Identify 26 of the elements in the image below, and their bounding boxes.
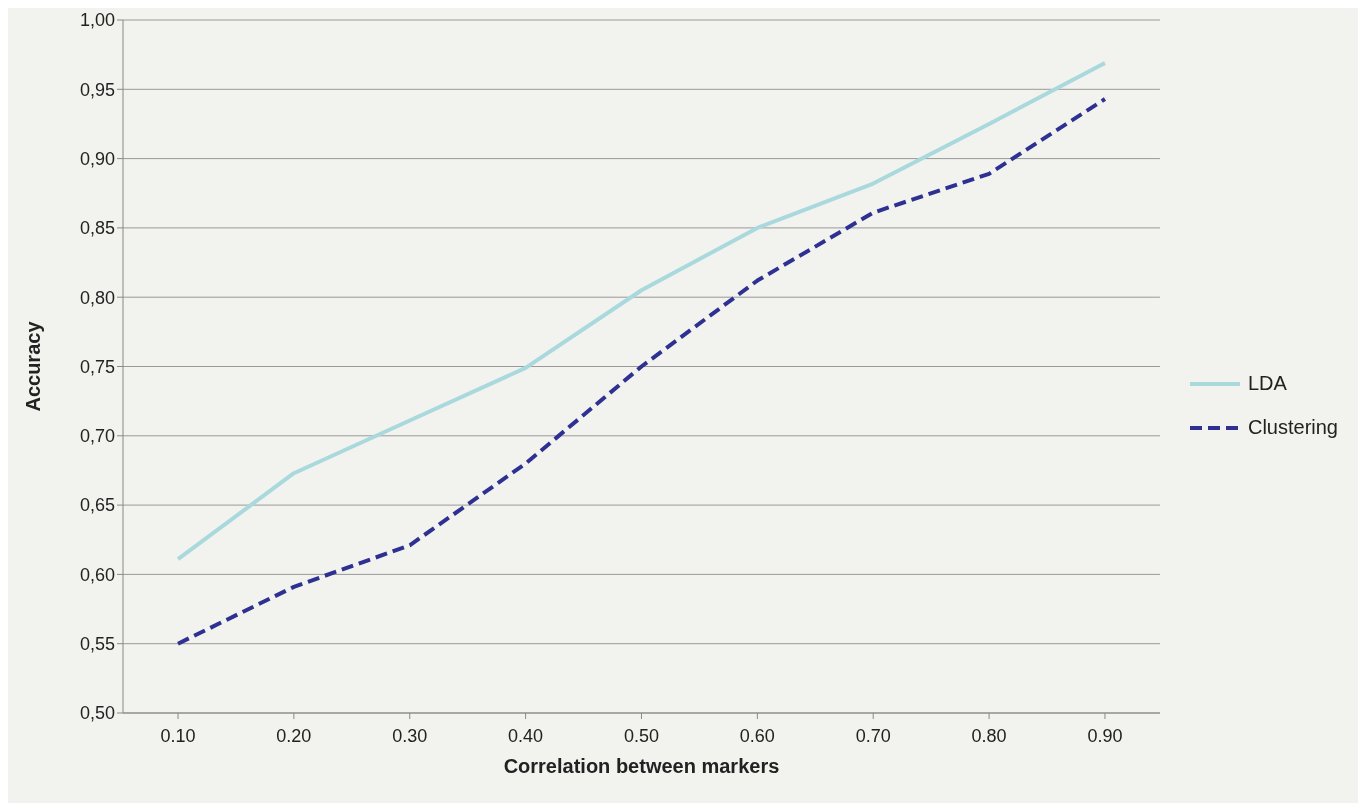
line-series bbox=[176, 60, 1107, 562]
y-tick-label: 0,65 bbox=[79, 495, 115, 516]
y-tick-label: 0,70 bbox=[79, 426, 115, 447]
x-tick-label: 0.30 bbox=[392, 725, 428, 746]
x-tick-label: 0.90 bbox=[1087, 725, 1123, 746]
y-tick-label: 0,55 bbox=[79, 634, 115, 655]
legend-label: LDA bbox=[1247, 372, 1287, 395]
y-tick-label: 0,80 bbox=[79, 287, 115, 308]
x-tick-label: 0.70 bbox=[855, 725, 891, 746]
y-tick-label: 0,85 bbox=[79, 218, 115, 239]
y-tick-label: 0,50 bbox=[79, 703, 115, 724]
x-tick-label: 0.60 bbox=[739, 725, 775, 746]
x-tick-label: 0.50 bbox=[623, 725, 659, 746]
x-axis-title: Correlation between markers bbox=[503, 755, 780, 777]
legend-label: Clustering bbox=[1247, 416, 1338, 439]
y-tick-label: 0,90 bbox=[79, 148, 115, 169]
y-tick-label: 1,00 bbox=[79, 10, 115, 31]
line-series bbox=[176, 97, 1107, 646]
y-tick-label: 0,60 bbox=[79, 564, 115, 585]
x-tick-label: 0.20 bbox=[276, 725, 312, 746]
x-tick-label: 0.40 bbox=[508, 725, 544, 746]
y-tick-label: 0,95 bbox=[79, 79, 115, 100]
y-axis-title: Accuracy bbox=[22, 320, 45, 412]
y-tick-label: 0,75 bbox=[79, 356, 115, 377]
x-tick-label: 0.80 bbox=[971, 725, 1007, 746]
x-tick-label: 0.10 bbox=[160, 725, 196, 746]
